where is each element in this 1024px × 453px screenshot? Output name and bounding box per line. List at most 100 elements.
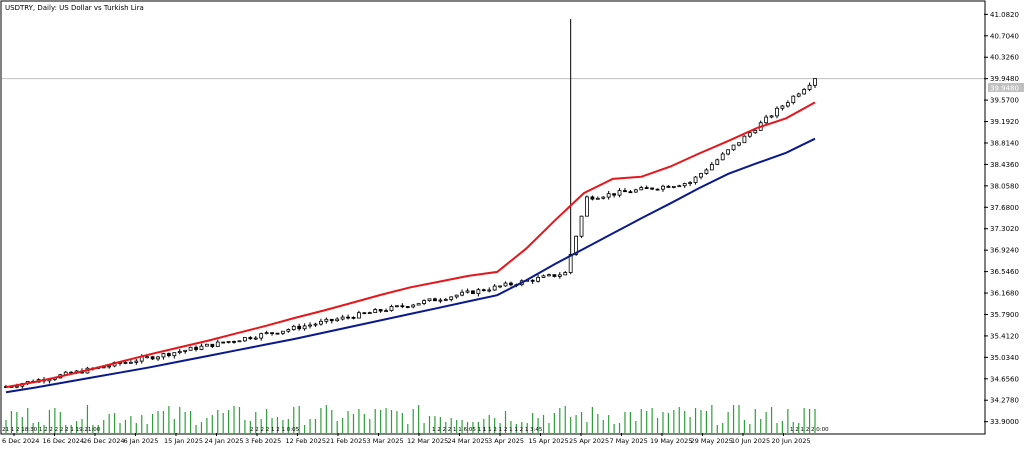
y-tick-label: 40.3260 bbox=[990, 54, 1019, 62]
candle-body bbox=[237, 340, 242, 343]
y-tick-label: 35.4120 bbox=[990, 332, 1019, 340]
y-tick-label: 41.0820 bbox=[990, 11, 1019, 19]
candle-body bbox=[416, 303, 421, 306]
x-tick-label: 29 May 2025 bbox=[691, 437, 733, 445]
candle-body bbox=[242, 337, 247, 342]
candle-body bbox=[281, 330, 285, 334]
candle-body bbox=[204, 343, 209, 347]
candle-body bbox=[557, 274, 562, 277]
candle-body bbox=[134, 360, 139, 363]
candle-body bbox=[606, 193, 611, 198]
candle-body bbox=[813, 78, 817, 86]
x-tick-label: 26 Dec 2024 bbox=[83, 437, 125, 445]
candle-body bbox=[764, 116, 769, 124]
y-tick-label: 37.6800 bbox=[990, 204, 1019, 212]
candle-body bbox=[454, 294, 459, 298]
x-tick-label: 20 Jun 2025 bbox=[772, 437, 811, 445]
candle-body bbox=[785, 102, 790, 107]
candle-body bbox=[476, 289, 481, 295]
plot-frame bbox=[0, 0, 986, 435]
candle-body bbox=[405, 306, 410, 308]
candle-body bbox=[574, 235, 579, 255]
candle-body bbox=[481, 289, 486, 292]
candle-body bbox=[726, 149, 731, 155]
candle-body bbox=[335, 318, 340, 322]
candle-body bbox=[313, 323, 318, 326]
ma-fast-line bbox=[5, 101, 816, 389]
x-tick-label: 12 Mar 2025 bbox=[407, 437, 448, 445]
candle-body bbox=[199, 345, 204, 350]
candle-body bbox=[802, 89, 807, 95]
x-tick-label: 15 Apr 2025 bbox=[529, 437, 569, 445]
candle-body bbox=[270, 332, 274, 335]
candle-body bbox=[259, 333, 264, 339]
candle-body bbox=[769, 115, 774, 118]
y-tick-label: 35.0340 bbox=[990, 354, 1019, 362]
y-tick-label: 36.9240 bbox=[990, 247, 1019, 255]
x-tick-label: 24 Jan 2025 bbox=[205, 437, 244, 445]
candle-body bbox=[319, 320, 323, 325]
candle-body bbox=[655, 188, 660, 191]
candle-body bbox=[585, 196, 589, 217]
candle-body bbox=[210, 343, 215, 347]
candle-body bbox=[677, 185, 682, 188]
event-marker-row: 2 2 2 2 1 2 1 0:05 bbox=[250, 427, 300, 433]
candle-body bbox=[753, 129, 758, 134]
x-tick-label: 15 Jan 2025 bbox=[164, 437, 203, 445]
y-tick-label: 40.7040 bbox=[990, 32, 1019, 40]
y-tick-label: 38.0580 bbox=[990, 182, 1019, 190]
candle-body bbox=[291, 325, 296, 330]
candle-body bbox=[128, 361, 133, 364]
candle-body bbox=[438, 299, 443, 302]
chart-title: USDTRY, Daily: US Dollar vs Turkish Lira bbox=[5, 4, 144, 12]
y-tick-label: 36.5460 bbox=[990, 268, 1019, 276]
y-tick-label: 38.4360 bbox=[990, 161, 1019, 169]
candle-body bbox=[156, 356, 160, 360]
ma-slow-line bbox=[5, 137, 816, 394]
x-tick-label: 3 Apr 2025 bbox=[488, 437, 524, 445]
candle-body bbox=[161, 353, 166, 358]
y-tick-label: 34.6560 bbox=[990, 375, 1019, 383]
candle-body bbox=[688, 182, 693, 184]
candle-body bbox=[145, 356, 150, 359]
candle-body bbox=[715, 159, 720, 165]
candle-body bbox=[275, 332, 280, 335]
candle-body bbox=[650, 187, 655, 190]
candle-body bbox=[498, 285, 502, 288]
candle-body bbox=[590, 196, 595, 200]
candle-body bbox=[509, 282, 513, 286]
candle-body bbox=[183, 349, 188, 352]
price-axis[interactable]: 41.0820 40.7040 40.3260 39.9480 39.5700 39.19… bbox=[984, 11, 1019, 426]
candle-body bbox=[346, 316, 350, 319]
candle-body bbox=[400, 305, 405, 308]
candle-body bbox=[563, 272, 568, 276]
candle-body bbox=[427, 298, 432, 302]
x-tick-label: 21 Feb 2025 bbox=[326, 437, 366, 445]
candle-body bbox=[297, 325, 302, 330]
candle-body bbox=[731, 144, 736, 151]
y-tick-label: 35.7900 bbox=[990, 311, 1019, 319]
candle-body bbox=[536, 277, 540, 282]
event-marker-row: 21 1 2 18:30 1 2 2 2 2 2 1 19:21:00 bbox=[2, 427, 101, 433]
event-marker-row: 1 2 1 2 2 0:00 bbox=[790, 427, 829, 433]
candle-body bbox=[384, 310, 388, 313]
price-tag-bg bbox=[988, 83, 1024, 92]
candle-body bbox=[666, 185, 671, 188]
x-tick-label: 6 Dec 2024 bbox=[2, 437, 39, 445]
x-tick-label: 12 Feb 2025 bbox=[286, 437, 326, 445]
candle-body bbox=[329, 318, 334, 322]
candle-body bbox=[579, 215, 584, 237]
candle-body bbox=[709, 164, 714, 171]
candle-body bbox=[460, 291, 464, 296]
y-tick-label: 34.2780 bbox=[990, 397, 1019, 405]
candle-body bbox=[492, 285, 497, 291]
y-tick-label: 38.8140 bbox=[990, 139, 1019, 147]
candle-body bbox=[357, 312, 361, 319]
current-price-tag: 39.9480 bbox=[988, 83, 1024, 93]
candle-body bbox=[302, 325, 307, 330]
candle-body bbox=[14, 385, 19, 388]
